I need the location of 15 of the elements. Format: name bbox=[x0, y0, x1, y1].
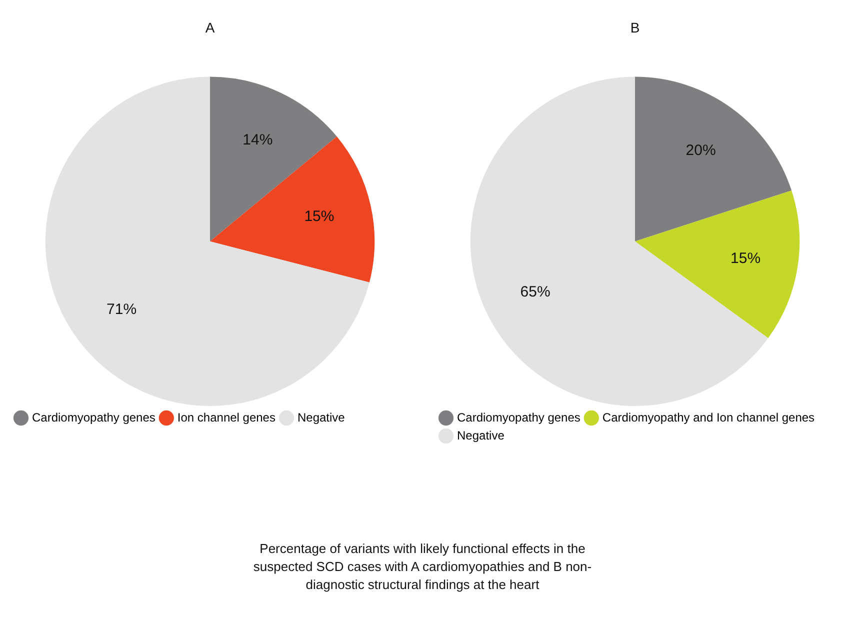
legend-label: Cardiomyopathy genes bbox=[32, 410, 156, 424]
data-label: 14% bbox=[242, 131, 273, 148]
data-label: 65% bbox=[520, 283, 550, 300]
data-label: 15% bbox=[304, 208, 334, 226]
chart-title: B bbox=[630, 19, 640, 36]
chart-title: A bbox=[205, 19, 216, 36]
legend-label: Negative bbox=[457, 428, 505, 442]
legend-label: Cardiomyopathy and Ion channel genes bbox=[602, 410, 815, 424]
data-label: 71% bbox=[106, 301, 137, 318]
legend-label: Ion channel genes bbox=[177, 410, 276, 424]
legend-label: Negative bbox=[297, 410, 346, 424]
data-label: 15% bbox=[730, 250, 761, 268]
legend-label: Cardiomyopathy genes bbox=[457, 410, 580, 424]
data-label: 20% bbox=[686, 142, 716, 159]
text: Percentage of variants with likely functional effects in the suspected SCD cases with A cardiomyopathies and B non-diagnostic structural findings at the heart bbox=[252, 540, 593, 594]
